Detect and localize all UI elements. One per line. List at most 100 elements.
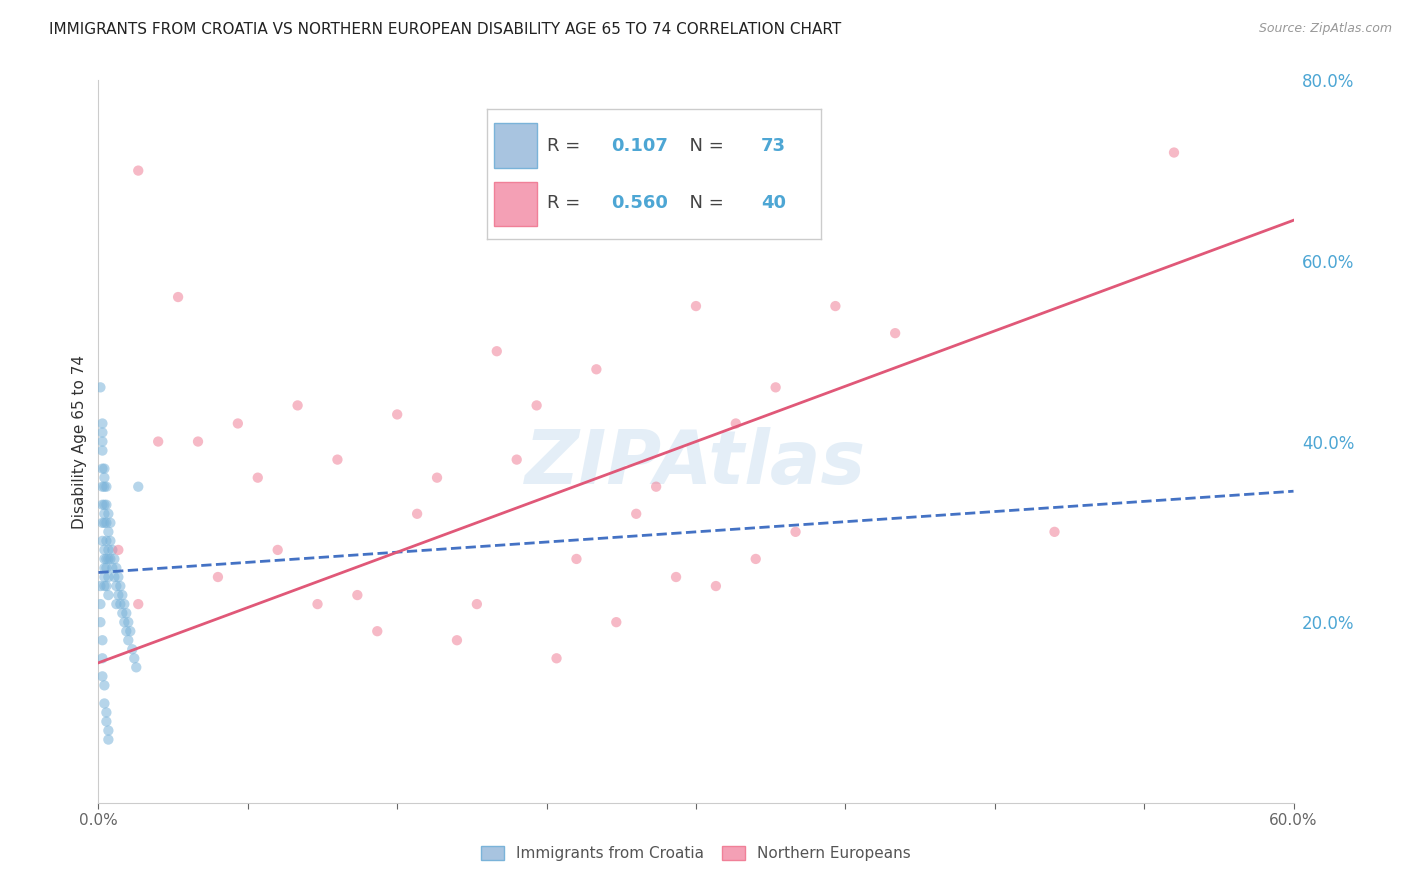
Point xyxy=(98,552,122,566)
Point xyxy=(127,480,149,494)
Point xyxy=(107,588,129,602)
Point xyxy=(97,552,120,566)
Legend: Immigrants from Croatia, Northern Europeans: Immigrants from Croatia, Northern Europe… xyxy=(475,839,917,867)
Point xyxy=(96,714,118,729)
Point xyxy=(97,542,120,557)
Point xyxy=(93,697,115,711)
Point xyxy=(91,417,114,431)
Point xyxy=(91,434,114,449)
Point xyxy=(115,606,138,620)
Point xyxy=(167,290,190,304)
Point xyxy=(96,498,118,512)
Text: Source: ZipAtlas.com: Source: ZipAtlas.com xyxy=(1258,22,1392,36)
Point xyxy=(93,498,115,512)
Point xyxy=(125,660,148,674)
Point xyxy=(565,552,588,566)
Point xyxy=(765,380,787,394)
Point xyxy=(91,498,114,512)
Point xyxy=(148,434,170,449)
Point xyxy=(406,507,429,521)
Point xyxy=(96,552,118,566)
Point xyxy=(465,597,488,611)
Point xyxy=(207,570,229,584)
Point xyxy=(226,417,249,431)
Point xyxy=(287,398,309,412)
Point xyxy=(103,570,125,584)
Point xyxy=(89,615,111,630)
Point xyxy=(485,344,508,359)
Point xyxy=(97,588,120,602)
Point xyxy=(685,299,707,313)
Point xyxy=(96,480,118,494)
Text: ZIPAtlas: ZIPAtlas xyxy=(526,426,866,500)
Point xyxy=(93,461,115,475)
Point xyxy=(745,552,768,566)
Point xyxy=(101,561,124,575)
Point xyxy=(91,669,114,683)
Point xyxy=(96,516,118,530)
Point xyxy=(105,561,128,575)
Point xyxy=(98,533,122,548)
Point xyxy=(93,516,115,530)
Point xyxy=(121,642,143,657)
Point xyxy=(93,552,115,566)
Point xyxy=(117,615,139,630)
Point xyxy=(506,452,529,467)
Point xyxy=(120,624,142,639)
Point xyxy=(724,417,747,431)
Point xyxy=(346,588,368,602)
Text: IMMIGRANTS FROM CROATIA VS NORTHERN EUROPEAN DISABILITY AGE 65 TO 74 CORRELATION: IMMIGRANTS FROM CROATIA VS NORTHERN EURO… xyxy=(49,22,841,37)
Point xyxy=(91,461,114,475)
Point xyxy=(91,443,114,458)
Point xyxy=(89,597,111,611)
Point xyxy=(605,615,627,630)
Point xyxy=(97,570,120,584)
Point xyxy=(98,516,122,530)
Point xyxy=(1043,524,1066,539)
Point xyxy=(127,163,149,178)
Point xyxy=(112,597,135,611)
Point xyxy=(93,579,115,593)
Point xyxy=(117,633,139,648)
Point xyxy=(96,533,118,548)
Point xyxy=(366,624,388,639)
Point xyxy=(546,651,568,665)
Point xyxy=(704,579,727,593)
Point xyxy=(127,597,149,611)
Point xyxy=(93,542,115,557)
Point xyxy=(111,606,134,620)
Point xyxy=(267,542,290,557)
Point xyxy=(96,579,118,593)
Point xyxy=(101,542,124,557)
Point xyxy=(112,615,135,630)
Point xyxy=(93,471,115,485)
Point xyxy=(103,552,125,566)
Point xyxy=(526,398,548,412)
Point xyxy=(110,597,132,611)
Point xyxy=(96,561,118,575)
Point xyxy=(97,524,120,539)
Point xyxy=(93,561,115,575)
Point xyxy=(97,507,120,521)
Point xyxy=(91,516,114,530)
Point xyxy=(89,579,111,593)
Point xyxy=(91,633,114,648)
Point xyxy=(89,380,111,394)
Point xyxy=(585,362,607,376)
Point xyxy=(307,597,329,611)
Point xyxy=(91,425,114,440)
Point xyxy=(107,542,129,557)
Point xyxy=(246,471,269,485)
Point xyxy=(446,633,468,648)
Point xyxy=(124,651,146,665)
Point xyxy=(105,597,128,611)
Point xyxy=(93,480,115,494)
Point xyxy=(665,570,688,584)
Point xyxy=(385,408,409,422)
Point xyxy=(824,299,846,313)
Point xyxy=(96,706,118,720)
Point xyxy=(187,434,209,449)
Point xyxy=(107,570,129,584)
Point xyxy=(1163,145,1185,160)
Point xyxy=(785,524,807,539)
